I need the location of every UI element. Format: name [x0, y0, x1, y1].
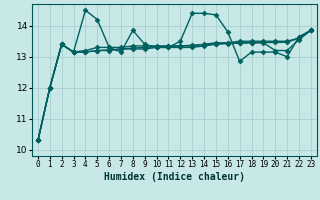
- X-axis label: Humidex (Indice chaleur): Humidex (Indice chaleur): [104, 172, 245, 182]
